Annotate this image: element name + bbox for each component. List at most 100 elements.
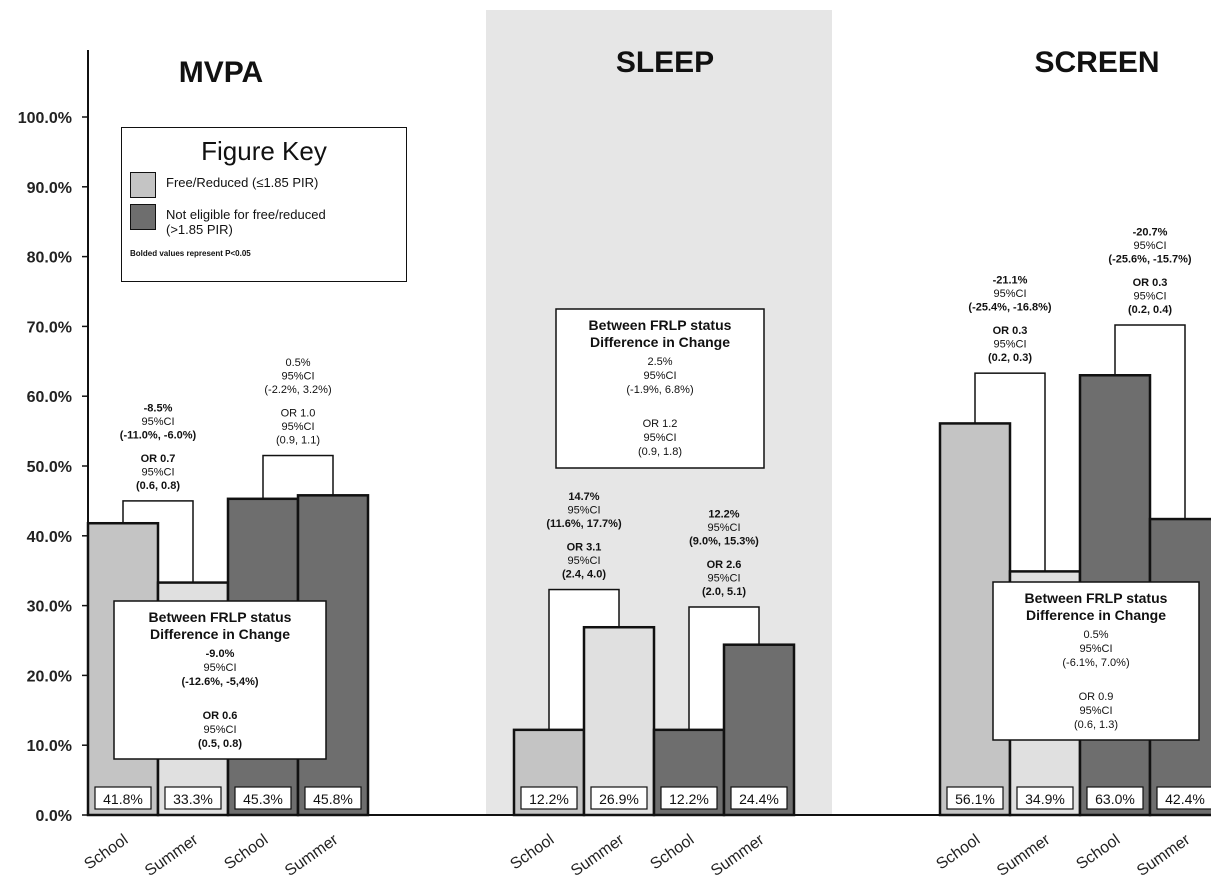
x-tick-label: School bbox=[81, 831, 131, 873]
panels: MVPA 41.8% School 33.3% Summer 45.3% School 45.… bbox=[81, 46, 1211, 880]
y-tick-label: 100.0% bbox=[18, 110, 72, 127]
change-annotation-line: -21.1% bbox=[993, 275, 1028, 287]
value-label: 45.3% bbox=[243, 791, 283, 807]
x-tick-label: Summer bbox=[708, 831, 768, 880]
change-annotation-line: 95%CI bbox=[141, 416, 174, 428]
value-label: 12.2% bbox=[669, 791, 709, 807]
free-reduced-swatch bbox=[130, 172, 156, 198]
value-label-box bbox=[1016, 786, 1074, 810]
change-annotation-line: 95%CI bbox=[707, 522, 740, 534]
between-pct: -9.0% bbox=[206, 648, 235, 660]
value-label: 34.9% bbox=[1025, 791, 1065, 807]
x-tick-label: School bbox=[507, 831, 557, 873]
between-ci-label: 95%CI bbox=[203, 662, 236, 674]
not-eligible-swatch bbox=[130, 204, 156, 230]
between-or: OR 1.2 bbox=[643, 418, 678, 430]
value-label: 41.8% bbox=[103, 791, 143, 807]
change-annotation-line: (0.2, 0.3) bbox=[988, 352, 1032, 364]
x-tick-label: School bbox=[647, 831, 697, 873]
change-annotation-line: (2.0, 5.1) bbox=[702, 586, 746, 598]
change-annotation-line: (0.6, 0.8) bbox=[136, 480, 180, 492]
between-box-subtitle: Difference in Change bbox=[590, 334, 730, 350]
value-label: 63.0% bbox=[1095, 791, 1135, 807]
bar-summer bbox=[582, 625, 656, 817]
between-box-subtitle: Difference in Change bbox=[150, 626, 290, 642]
change-annotation-line: OR 3.1 bbox=[567, 542, 602, 554]
y-tick-label: 30.0% bbox=[27, 599, 72, 616]
x-tick-label: Summer bbox=[1134, 831, 1194, 880]
value-label-box bbox=[590, 786, 648, 810]
change-annotation-line: -20.7% bbox=[1133, 227, 1168, 239]
change-annotation-line: 12.2% bbox=[708, 508, 739, 520]
value-label-box bbox=[1086, 786, 1144, 810]
panel-sleep: SLEEP 12.2% School 26.9% Summer 12.2% School 24… bbox=[507, 46, 796, 880]
change-annotation-line: -8.5% bbox=[144, 402, 173, 414]
value-label-box bbox=[304, 786, 362, 810]
change-annotation-line: 14.7% bbox=[568, 491, 599, 503]
figure-key-note: Bolded values represent P<0.05 bbox=[130, 249, 251, 258]
between-ci-label: 95%CI bbox=[643, 370, 676, 382]
between-pct-ci: (-6.1%, 7.0%) bbox=[1062, 657, 1129, 669]
between-pct: 2.5% bbox=[647, 356, 672, 368]
between-ci-label: 95%CI bbox=[1079, 643, 1112, 655]
panel-title: SCREEN bbox=[1034, 46, 1159, 79]
between-box-frame bbox=[992, 581, 1200, 741]
value-label-box bbox=[1156, 786, 1211, 810]
change-annotation-line: (-11.0%, -6.0%) bbox=[120, 429, 197, 441]
between-or: OR 0.6 bbox=[203, 710, 238, 722]
between-or-ci-label: 95%CI bbox=[643, 432, 676, 444]
change-annotation-line: (0.2, 0.4) bbox=[1128, 304, 1172, 316]
between-box-frame bbox=[555, 308, 765, 469]
change-annotation-line: 95%CI bbox=[993, 339, 1026, 351]
change-annotation-line: 95%CI bbox=[281, 371, 314, 383]
value-label-box bbox=[520, 786, 578, 810]
value-label-box bbox=[94, 786, 152, 810]
x-tick-label: School bbox=[1073, 831, 1123, 873]
change-annotation-line: 95%CI bbox=[1133, 291, 1166, 303]
change-annotation-line: OR 1.0 bbox=[281, 408, 316, 420]
x-tick-label: Summer bbox=[142, 831, 202, 880]
between-box-frame bbox=[113, 600, 327, 760]
change-annotation-line: 0.5% bbox=[285, 357, 310, 369]
change-annotation-line: (0.9, 1.1) bbox=[276, 435, 320, 447]
x-tick-label: School bbox=[221, 831, 271, 873]
y-tick-label: 10.0% bbox=[27, 738, 72, 755]
value-label: 12.2% bbox=[529, 791, 569, 807]
change-annotation-line: 95%CI bbox=[1133, 240, 1166, 252]
change-annotation-line: 95%CI bbox=[141, 466, 174, 478]
change-annotation-line: 95%CI bbox=[993, 288, 1026, 300]
change-annotation-line: (-25.6%, -15.7%) bbox=[1108, 254, 1191, 266]
panel-title: SLEEP bbox=[616, 46, 714, 79]
change-annotation-line: 95%CI bbox=[567, 505, 600, 517]
value-label: 56.1% bbox=[955, 791, 995, 807]
y-tick-label: 40.0% bbox=[27, 529, 72, 546]
between-box-title: Between FRLP status bbox=[589, 317, 732, 333]
change-annotation-line: (9.0%, 15.3%) bbox=[689, 535, 759, 547]
change-annotation-line: OR 0.3 bbox=[1133, 277, 1168, 289]
value-label-box bbox=[234, 786, 292, 810]
figure-key: Figure Key Free/Reduced (≤1.85 PIR) Not … bbox=[121, 127, 407, 282]
change-annotation-line: (11.6%, 17.7%) bbox=[546, 518, 622, 530]
between-or-ci-label: 95%CI bbox=[1079, 705, 1112, 717]
change-annotation-line: (-2.2%, 3.2%) bbox=[264, 384, 331, 396]
change-annotation-line: (2.4, 4.0) bbox=[562, 569, 606, 581]
change-annotation-line: (-25.4%, -16.8%) bbox=[968, 302, 1051, 314]
value-label: 45.8% bbox=[313, 791, 353, 807]
figure-key-title: Figure Key bbox=[201, 136, 327, 166]
key-label-not-eligible: Not eligible for free/reduced (>1.85 PIR… bbox=[166, 207, 326, 237]
x-tick-label: Summer bbox=[994, 831, 1054, 880]
value-label-box bbox=[946, 786, 1004, 810]
key-item-not-eligible: Not eligible for free/reduced (>1.85 PIR… bbox=[130, 204, 398, 237]
value-label-box bbox=[164, 786, 222, 810]
y-tick-label: 60.0% bbox=[27, 389, 72, 406]
value-label: 33.3% bbox=[173, 791, 213, 807]
panel-title: MVPA bbox=[179, 56, 263, 89]
y-tick-label: 90.0% bbox=[27, 180, 72, 197]
change-annotation-line: 95%CI bbox=[567, 555, 600, 567]
between-pct-ci: (-1.9%, 6.8%) bbox=[626, 384, 693, 396]
value-label-box bbox=[730, 786, 788, 810]
between-box-subtitle: Difference in Change bbox=[1026, 607, 1166, 623]
value-label: 26.9% bbox=[599, 791, 639, 807]
